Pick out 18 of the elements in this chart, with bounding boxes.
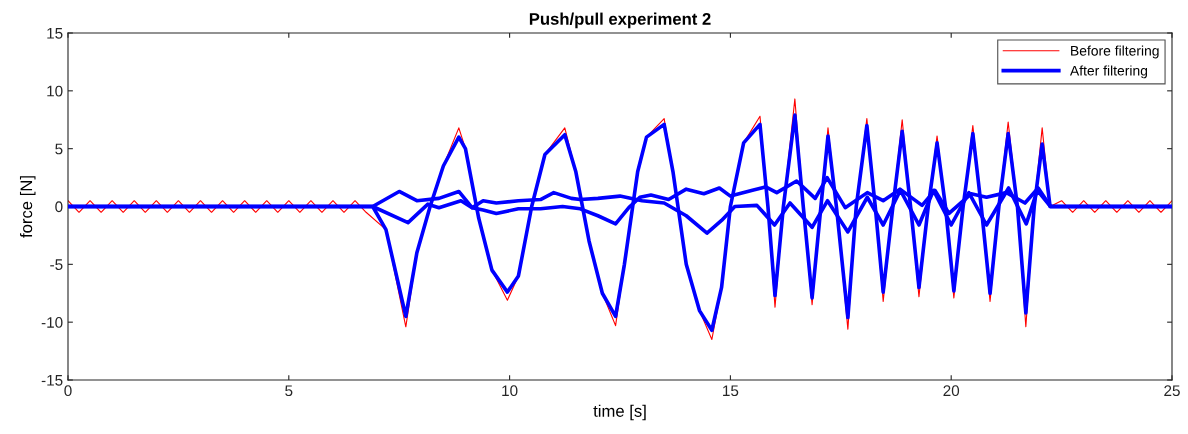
chart-title: Push/pull experiment 2 (529, 12, 711, 29)
y-tick-label: 15 (47, 28, 63, 39)
y-tick-label: 0 (55, 201, 63, 213)
x-tick-label: 25 (1164, 385, 1180, 397)
x-axis-title: time [s] (593, 404, 646, 421)
y-tick-label: -5 (50, 259, 63, 271)
x-tick-label: 15 (723, 385, 739, 397)
x-tick-label: 20 (943, 385, 960, 397)
legend-label: After filtering (1069, 65, 1148, 79)
x-tick-label: 0 (64, 385, 72, 397)
y-tick-label: 5 (55, 143, 63, 155)
y-tick-label: 10 (47, 85, 63, 97)
y-tick-label: -15 (41, 375, 63, 386)
y-axis-title: force [N] (19, 176, 36, 238)
x-tick-label: 10 (502, 385, 518, 397)
x-tick-label: 5 (285, 385, 293, 397)
legend-label: Before filtering (1071, 45, 1159, 59)
y-tick-label: -10 (41, 317, 63, 328)
